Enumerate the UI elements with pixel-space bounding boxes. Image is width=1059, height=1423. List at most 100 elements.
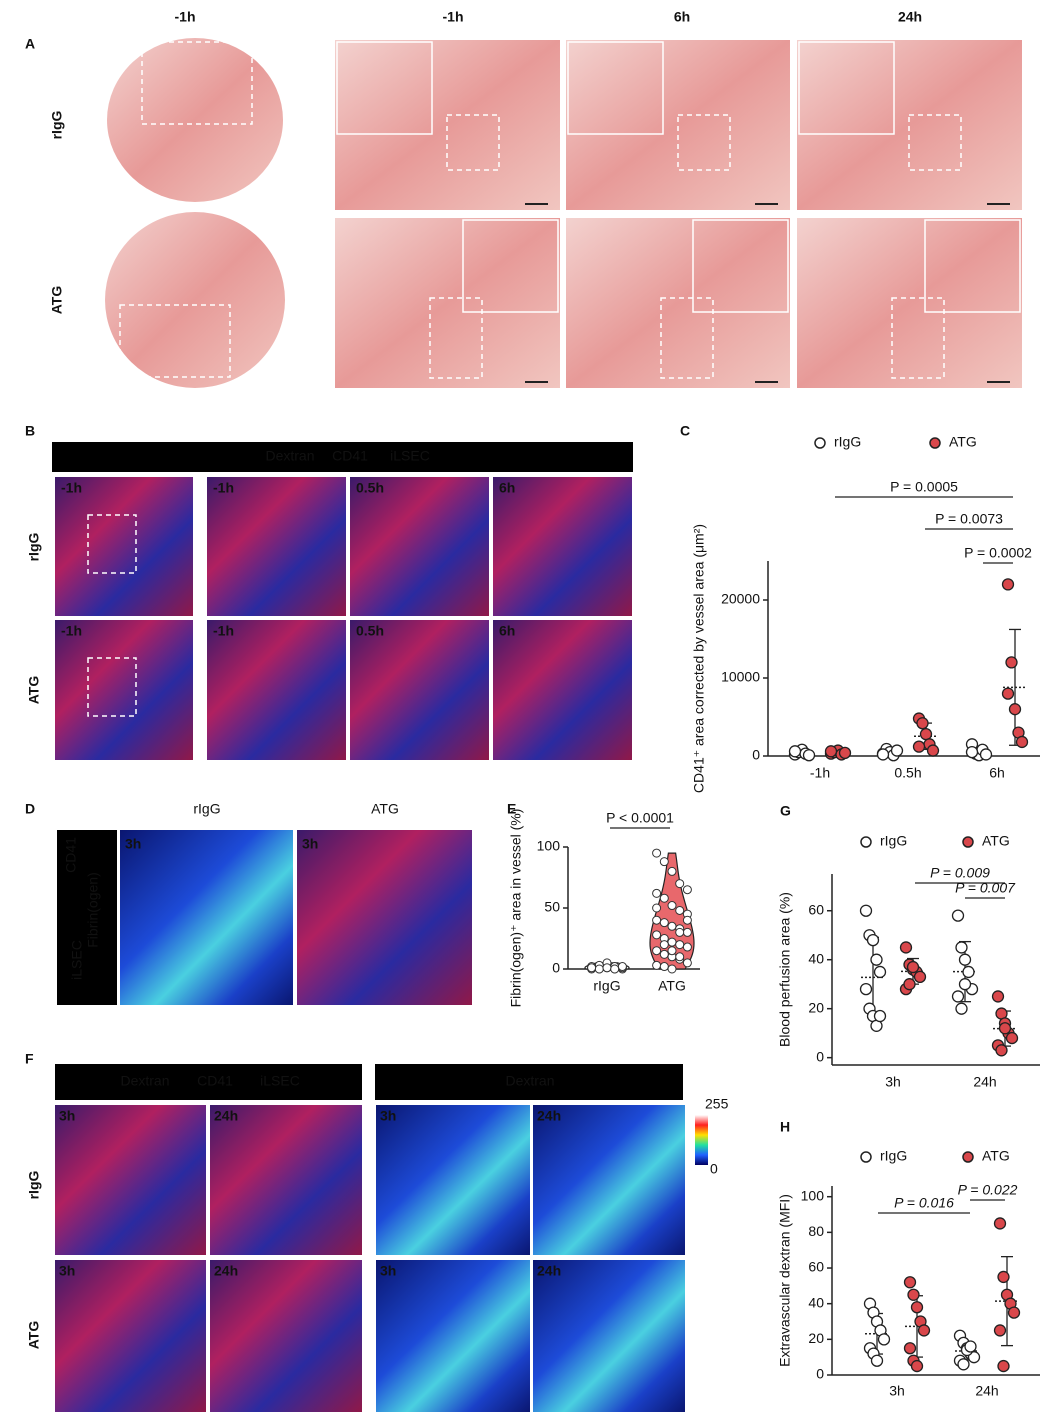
data-point bbox=[910, 1301, 924, 1314]
image bbox=[797, 40, 1022, 210]
stain-label: CD41 bbox=[197, 1073, 233, 1089]
time-label: 0.5h bbox=[356, 623, 384, 639]
p-value: P = 0.007 bbox=[955, 880, 1016, 896]
data-point bbox=[993, 1324, 1007, 1337]
column-label: -1h bbox=[443, 9, 464, 25]
data-point bbox=[802, 749, 816, 762]
y-tick-label: 60 bbox=[808, 901, 824, 917]
data-point bbox=[913, 970, 927, 983]
data-point bbox=[1005, 656, 1018, 669]
x-tick-label: 24h bbox=[973, 1074, 996, 1090]
data-point bbox=[652, 903, 662, 913]
data-point bbox=[866, 933, 880, 947]
y-tick-label: 0 bbox=[552, 960, 560, 976]
time-label: 24h bbox=[214, 1108, 238, 1124]
y-tick-label: 20000 bbox=[721, 591, 760, 607]
column-label: 6h bbox=[674, 9, 690, 25]
data-point bbox=[1001, 578, 1015, 591]
x-tick-label: 3h bbox=[885, 1074, 901, 1090]
stain-label: Dextran bbox=[265, 448, 314, 464]
colorbar-label: 0 bbox=[710, 1161, 718, 1177]
image-box bbox=[891, 297, 945, 379]
colorbar bbox=[695, 1115, 708, 1165]
data-point bbox=[951, 909, 965, 922]
data-point bbox=[675, 940, 685, 950]
data-point bbox=[659, 949, 669, 959]
data-point bbox=[877, 1333, 891, 1346]
data-point bbox=[667, 937, 677, 947]
data-point bbox=[870, 953, 883, 966]
data-point bbox=[1015, 735, 1029, 749]
data-point bbox=[926, 744, 940, 757]
p-value: P = 0.0005 bbox=[890, 479, 958, 495]
y-tick-label: 100 bbox=[801, 1187, 825, 1203]
y-axis-label: Blood perfusion area (%) bbox=[777, 892, 793, 1047]
image bbox=[376, 1105, 530, 1255]
time-label: -1h bbox=[61, 480, 82, 496]
image bbox=[493, 620, 632, 760]
data-point bbox=[610, 964, 620, 974]
data-point bbox=[997, 1359, 1010, 1373]
data-point bbox=[899, 941, 913, 954]
data-point bbox=[951, 990, 965, 1003]
image bbox=[350, 620, 489, 760]
data-point bbox=[997, 1270, 1010, 1284]
data-point bbox=[873, 1009, 887, 1023]
data-point bbox=[859, 982, 873, 996]
image bbox=[105, 212, 285, 388]
image bbox=[566, 40, 790, 210]
y-tick-label: 0 bbox=[816, 1048, 824, 1064]
image bbox=[533, 1105, 685, 1255]
y-tick-label: 20 bbox=[808, 1330, 824, 1346]
row-label: ATG bbox=[26, 676, 42, 705]
image-box bbox=[87, 657, 137, 717]
data-point bbox=[903, 978, 916, 991]
data-point bbox=[594, 964, 604, 974]
p-value: P = 0.0073 bbox=[935, 511, 1003, 527]
y-tick-label: 20 bbox=[808, 999, 824, 1015]
row-label: ATG bbox=[49, 286, 65, 315]
y-axis-label: CD41⁺ area corrected by vessel area (μm²… bbox=[691, 524, 707, 793]
y-axis-label: Fibrin(ogen)⁺ area in vessel (%) bbox=[508, 809, 524, 1008]
data-point bbox=[682, 958, 692, 968]
data-point bbox=[1005, 1031, 1019, 1045]
data-point bbox=[652, 888, 662, 898]
data-point bbox=[995, 1044, 1008, 1057]
data-point bbox=[659, 940, 669, 950]
p-value: P = 0.022 bbox=[958, 1182, 1018, 1198]
data-point bbox=[991, 990, 1005, 1003]
column-label: -1h bbox=[175, 9, 196, 25]
data-point bbox=[873, 965, 887, 979]
legend-label: ATG bbox=[982, 1148, 1010, 1164]
data-point bbox=[617, 962, 627, 972]
image-box bbox=[798, 41, 895, 135]
legend-label: rIgG bbox=[880, 833, 907, 849]
panel-letter: H bbox=[780, 1119, 790, 1135]
row-label: ATG bbox=[26, 1321, 42, 1350]
data-point bbox=[1007, 1306, 1021, 1319]
legend-label: rIgG bbox=[880, 1148, 907, 1164]
data-point bbox=[675, 952, 685, 962]
p-value: P = 0.016 bbox=[894, 1195, 954, 1211]
image bbox=[207, 620, 346, 760]
data-point bbox=[667, 901, 677, 911]
data-point bbox=[824, 745, 838, 758]
legend-marker bbox=[929, 437, 941, 449]
data-point bbox=[652, 848, 662, 858]
data-point bbox=[652, 930, 662, 940]
image bbox=[350, 477, 489, 616]
data-point bbox=[659, 962, 669, 972]
data-point bbox=[659, 893, 669, 903]
x-tick-label: 6h bbox=[989, 765, 1005, 781]
p-value: P < 0.0001 bbox=[606, 810, 674, 826]
image bbox=[566, 218, 790, 388]
data-point bbox=[993, 1217, 1007, 1230]
data-point bbox=[916, 717, 929, 730]
panel-letter: F bbox=[25, 1051, 34, 1067]
y-tick-label: 0 bbox=[752, 747, 760, 763]
side-bar bbox=[57, 830, 117, 1005]
legend-label: ATG bbox=[949, 434, 977, 450]
time-label: 3h bbox=[59, 1108, 75, 1124]
panel-letter: B bbox=[25, 423, 35, 439]
stain-label: iLSEC bbox=[390, 448, 430, 464]
